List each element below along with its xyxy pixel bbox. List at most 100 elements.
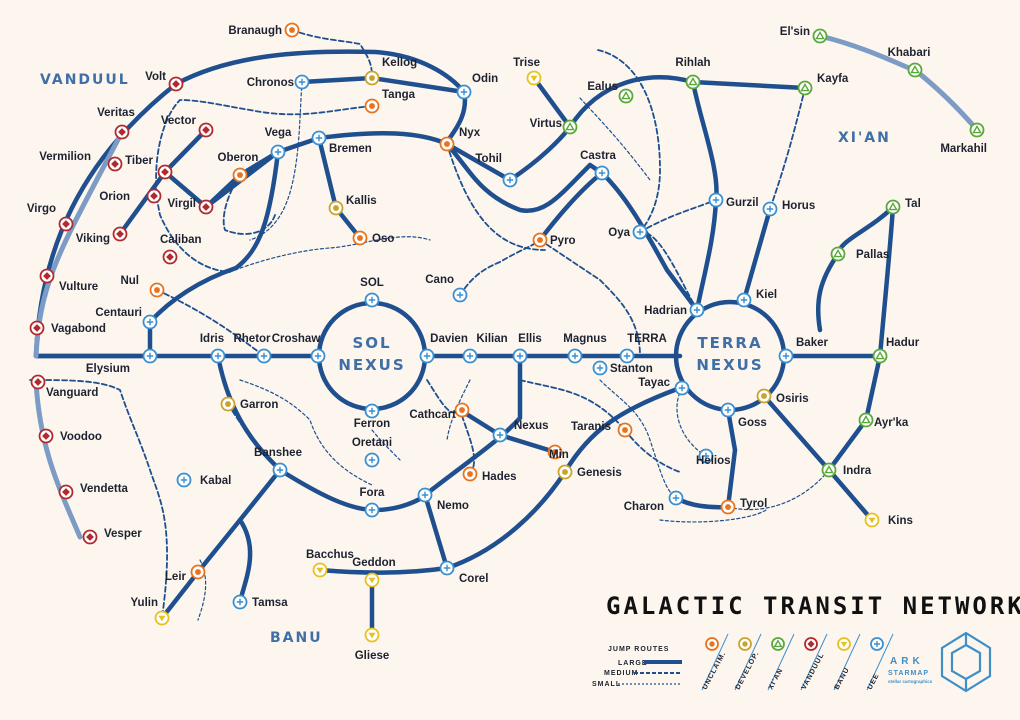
station-kayfa[interactable]: Kayfa	[797, 73, 849, 96]
station-charon[interactable]: Charon	[624, 490, 684, 514]
station-ealus[interactable]: Ealus	[587, 81, 634, 104]
station-voodoo[interactable]: Voodoo	[38, 428, 102, 444]
station-vesper[interactable]: Vesper	[82, 528, 143, 545]
station-terra[interactable]: TERRA	[619, 333, 667, 364]
station-nexus[interactable]: Nexus	[492, 420, 549, 443]
station-oretani[interactable]: Oretani	[352, 437, 392, 468]
station-vanguard[interactable]: Vanguard	[30, 374, 99, 400]
station-virgo[interactable]: Virgo	[27, 203, 74, 232]
station-bremen[interactable]: Bremen	[311, 130, 372, 156]
station-tohil[interactable]: Tohil	[475, 153, 518, 188]
station-label: Oso	[372, 233, 394, 245]
station-kellog[interactable]: Kellog	[364, 57, 418, 86]
uee-legend-icon	[870, 637, 884, 651]
station-gliese[interactable]: Gliese	[355, 627, 390, 663]
station-virgil[interactable]: Virgil	[167, 198, 214, 215]
station-label: Banshee	[254, 447, 302, 459]
station-sol[interactable]: SOL	[360, 277, 384, 308]
station-vega[interactable]: Vega	[265, 127, 292, 160]
station-elysium[interactable]: Elysium	[86, 348, 158, 376]
station-kins[interactable]: Kins	[864, 512, 913, 528]
station-nemo[interactable]: Nemo	[417, 487, 469, 513]
station-trise[interactable]: Trise	[513, 57, 542, 86]
station-rihlah[interactable]: Rihlah	[675, 57, 711, 90]
station-tiber[interactable]: Tiber	[125, 155, 173, 180]
station-el-sin[interactable]: El'sin	[780, 26, 828, 44]
station-leir[interactable]: Leir	[165, 564, 206, 584]
station-kallis[interactable]: Kallis	[328, 195, 377, 216]
station-vulture[interactable]: Vulture	[39, 268, 99, 294]
station-pallas[interactable]: Pallas	[830, 246, 890, 262]
station-fora[interactable]: Fora	[360, 487, 386, 518]
route-rihlah-gurzil	[690, 79, 719, 203]
station-odin[interactable]: Odin	[456, 73, 499, 100]
station-magnus[interactable]: Magnus	[563, 333, 607, 364]
station-chronos[interactable]: Chronos	[247, 74, 310, 90]
station-ferron[interactable]: Ferron	[354, 403, 390, 431]
station-vermilion[interactable]: Vermilion	[39, 151, 123, 172]
station-cano[interactable]: Cano	[425, 274, 468, 303]
station-kiel[interactable]: Kiel	[736, 289, 778, 308]
station-viking[interactable]: Viking	[76, 226, 128, 246]
station-markahil[interactable]: Markahil	[940, 122, 987, 156]
station-cathcart[interactable]: Cathcart	[409, 402, 470, 422]
legend-faction-xian: XI'AN	[767, 633, 795, 691]
legend-jump-routes-label: JUMP ROUTES	[608, 646, 669, 653]
station-ayr-ka[interactable]: Ayr'ka	[858, 412, 909, 430]
station-volt[interactable]: Volt	[145, 71, 184, 92]
station-tyrol[interactable]: Tyrol	[720, 498, 768, 515]
station-pyro[interactable]: Pyro	[532, 232, 576, 248]
station-garron[interactable]: Garron	[220, 396, 279, 412]
station-corel[interactable]: Corel	[439, 560, 489, 586]
station-ellis[interactable]: Ellis	[512, 333, 542, 364]
station-kilian[interactable]: Kilian	[462, 333, 508, 364]
develop-station-icon	[328, 200, 344, 216]
station-yulin[interactable]: Yulin	[131, 597, 170, 626]
station-khabari[interactable]: Khabari	[888, 47, 931, 78]
station-kabal[interactable]: Kabal	[176, 472, 232, 488]
station-osiris[interactable]: Osiris	[756, 388, 809, 406]
station-oberon[interactable]: Oberon	[218, 152, 259, 183]
station-tamsa[interactable]: Tamsa	[232, 594, 289, 610]
station-min[interactable]: Min	[547, 444, 569, 462]
station-hadrian[interactable]: Hadrian	[644, 302, 705, 318]
station-tanga[interactable]: Tanga	[364, 89, 416, 114]
station-tal[interactable]: Tal	[885, 198, 921, 215]
station-oya[interactable]: Oya	[608, 224, 648, 240]
legend-divider	[866, 633, 894, 691]
station-idris[interactable]: Idris	[200, 333, 226, 364]
station-stanton[interactable]: Stanton	[592, 360, 653, 376]
station-caliban[interactable]: Caliban	[160, 234, 202, 265]
station-castra[interactable]: Castra	[580, 150, 616, 181]
station-goss[interactable]: Goss	[720, 402, 767, 430]
legend-faction-uee: UEE	[866, 633, 894, 691]
station-indra[interactable]: Indra	[821, 462, 872, 478]
station-rhetor[interactable]: Rhetor	[233, 333, 272, 364]
station-taranis[interactable]: Taranis	[571, 421, 633, 438]
station-gurzil[interactable]: Gurzil	[708, 192, 759, 210]
station-hadur[interactable]: Hadur	[872, 337, 920, 364]
station-vagabond[interactable]: Vagabond	[29, 320, 106, 336]
station-nul[interactable]: Nul	[120, 275, 165, 298]
station-tayac[interactable]: Tayac	[638, 377, 690, 396]
station-vendetta[interactable]: Vendetta	[58, 483, 129, 500]
station-branaugh[interactable]: Branaugh	[228, 22, 300, 38]
station-genesis[interactable]: Genesis	[557, 464, 622, 480]
station-virtus[interactable]: Virtus	[530, 118, 578, 135]
station-croshaw[interactable]: Croshaw	[272, 333, 326, 364]
station-geddon[interactable]: Geddon	[352, 557, 396, 588]
station-veritas[interactable]: Veritas	[97, 107, 135, 140]
station-vector[interactable]: Vector	[161, 115, 214, 138]
station-horus[interactable]: Horus	[762, 200, 816, 217]
station-baker[interactable]: Baker	[778, 337, 829, 364]
station-helios[interactable]: Helios	[696, 448, 731, 468]
station-oso[interactable]: Oso	[352, 230, 395, 246]
station-hades[interactable]: Hades	[462, 466, 517, 484]
station-davien[interactable]: Davien	[419, 333, 468, 364]
station-orion[interactable]: Orion	[99, 188, 162, 204]
station-banshee[interactable]: Banshee	[254, 447, 302, 478]
station-nyx[interactable]: Nyx	[439, 127, 481, 152]
station-bacchus[interactable]: Bacchus	[306, 549, 354, 578]
xian-station-icon	[797, 80, 813, 96]
station-centauri[interactable]: Centauri	[95, 307, 158, 330]
